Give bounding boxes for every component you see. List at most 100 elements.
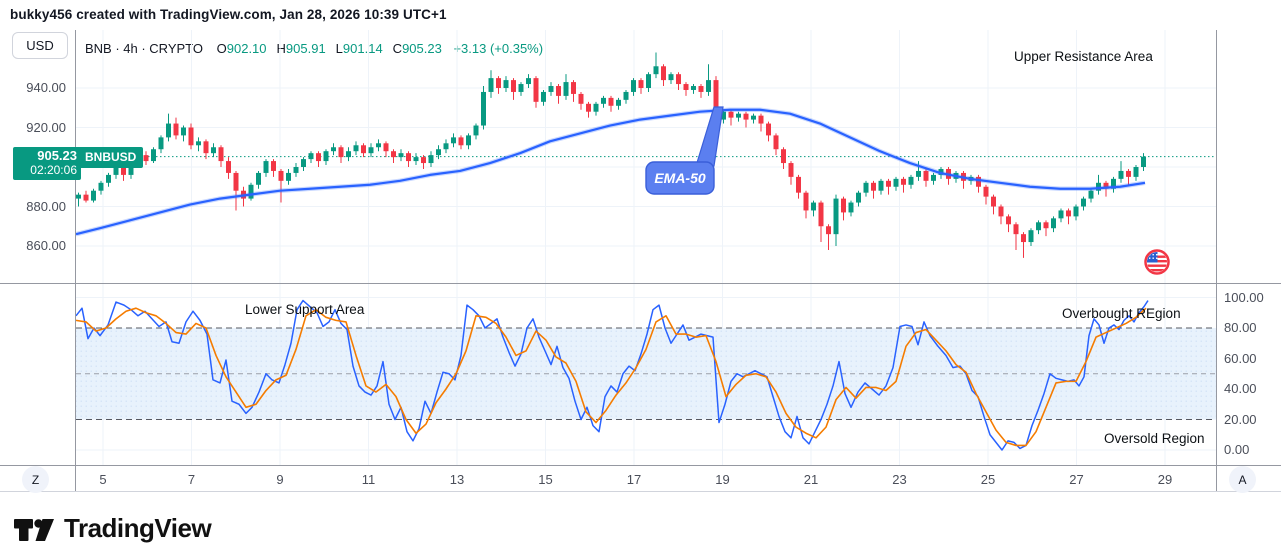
candle-body xyxy=(98,182,104,191)
candle-body xyxy=(1013,224,1019,235)
stoch-tick-label: 60.00 xyxy=(1224,350,1257,366)
time-tick-label: 19 xyxy=(715,472,730,487)
attribution-text: bukky456 created with TradingView.com, J… xyxy=(10,7,447,22)
candle-body xyxy=(886,180,891,187)
stoch-tick-label: 100.00 xyxy=(1224,289,1264,305)
time-tick-label: 27 xyxy=(1069,472,1084,487)
ema50-line[interactable] xyxy=(75,108,1146,236)
price-tick-label: 940.00 xyxy=(26,80,66,95)
candle-body xyxy=(121,165,126,175)
time-tick-label: 25 xyxy=(980,472,996,487)
candle-body xyxy=(616,99,621,106)
time-tick-label: 23 xyxy=(892,472,907,487)
candle-body xyxy=(871,182,876,191)
candle-body xyxy=(166,123,171,138)
candle-body xyxy=(743,113,749,120)
candle-body xyxy=(938,168,944,175)
candle-body xyxy=(1021,234,1026,243)
candle-body xyxy=(173,123,179,136)
candle-body xyxy=(488,78,494,92)
candle-body xyxy=(308,153,314,160)
candle-body xyxy=(901,178,906,185)
candle-body xyxy=(766,123,771,136)
ohlc-values: O902.10 H905.91 L901.14 C905.23 xyxy=(207,41,442,56)
candle-body xyxy=(1081,198,1086,207)
tradingview-logo[interactable]: TradingView xyxy=(14,511,212,545)
candle-body xyxy=(518,84,524,92)
stoch-tick-label: 0.00 xyxy=(1224,442,1250,457)
candle-body xyxy=(181,127,186,136)
timezone-button[interactable]: Z xyxy=(22,466,49,493)
candle-body xyxy=(818,202,824,227)
candle-body xyxy=(278,170,284,181)
candle-body xyxy=(601,97,606,104)
axis-settings-button[interactable]: A xyxy=(1229,466,1256,493)
candles xyxy=(76,52,1146,258)
time-tick-label: 11 xyxy=(361,472,376,487)
candle-body xyxy=(916,170,921,177)
candle-body xyxy=(436,149,441,156)
candle-body xyxy=(383,143,389,152)
candle-body xyxy=(458,137,464,146)
candle-body xyxy=(353,145,359,152)
candle-body xyxy=(1043,222,1049,229)
candle-body xyxy=(211,147,216,154)
stoch-d-line[interactable] xyxy=(75,307,1147,447)
candle-body xyxy=(826,226,831,235)
ema-callout-pointer xyxy=(695,106,724,167)
candle-body xyxy=(751,115,756,120)
candle-body xyxy=(661,66,666,81)
annotation-upper-resistance: Upper Resistance Area xyxy=(1014,49,1153,64)
candle-body xyxy=(1096,182,1101,191)
candle-body xyxy=(151,149,156,162)
candle-body xyxy=(451,137,456,144)
candle-body xyxy=(803,192,809,211)
candle-body xyxy=(533,78,539,102)
candle-body xyxy=(571,82,576,94)
candle-body xyxy=(811,202,816,211)
candle-body xyxy=(1028,230,1034,243)
candle-body xyxy=(676,74,681,85)
candle-body xyxy=(908,176,914,185)
candle-body xyxy=(863,182,869,193)
stoch-tick-label: 40.00 xyxy=(1224,381,1257,396)
candle-body xyxy=(991,196,996,207)
candle-body xyxy=(346,151,351,158)
currency-toggle-button[interactable]: USD xyxy=(12,32,68,59)
time-tick-label: 5 xyxy=(99,472,107,487)
candle-body xyxy=(668,74,674,81)
ohlc-letter: O xyxy=(216,41,227,56)
ohlc-value: 902.10 xyxy=(226,41,267,56)
last-price-label: 905.23 02:20:06 xyxy=(13,147,81,180)
candle-body xyxy=(653,66,659,75)
symbol-header[interactable]: BNB · 4h · CRYPTO O902.10 H905.91 L901.14 C… xyxy=(85,41,543,56)
stoch-k-line[interactable] xyxy=(75,299,1149,451)
candle-body xyxy=(931,174,936,181)
candle-body xyxy=(428,155,434,164)
candle-body xyxy=(293,167,299,173)
candle-body xyxy=(781,149,786,164)
candle-body xyxy=(263,161,269,173)
candle-body xyxy=(796,176,801,193)
time-tick-label: 17 xyxy=(626,472,642,487)
candle-body xyxy=(361,145,366,154)
candle-body xyxy=(788,163,794,177)
candle-body xyxy=(496,78,501,88)
time-tick-label: 13 xyxy=(449,472,465,487)
time-tick-label: 29 xyxy=(1157,472,1173,487)
candle-body xyxy=(286,172,291,181)
candle-body xyxy=(631,80,636,92)
candle-body xyxy=(316,153,321,162)
candle-body xyxy=(526,78,531,85)
candle-body xyxy=(1118,170,1124,179)
economic-event-flag-icon[interactable] xyxy=(1144,249,1170,275)
ohlc-letter: C xyxy=(392,41,403,56)
candle-body xyxy=(736,113,741,118)
ema-callout-box[interactable] xyxy=(645,161,715,195)
candle-body xyxy=(83,194,89,201)
candle-body xyxy=(158,137,164,150)
candle-body xyxy=(1088,190,1094,199)
candle-body xyxy=(623,91,629,100)
candle-body xyxy=(188,127,194,146)
